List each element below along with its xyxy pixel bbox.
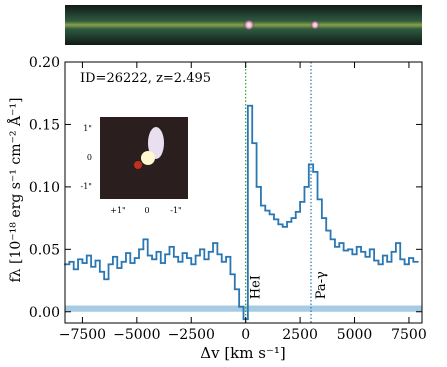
line-label: Pa-γ xyxy=(314,271,329,299)
x-axis-label: Δv [km s⁻¹] xyxy=(200,344,286,362)
x-tick-label: −2500 xyxy=(168,327,215,343)
inset-source xyxy=(134,161,142,169)
inset-tick-label: -1" xyxy=(81,182,92,191)
y-tick-label: 0.15 xyxy=(29,117,60,133)
x-tick-label: −5000 xyxy=(113,327,160,343)
annotation: ID=26222, z=2.495 xyxy=(80,71,211,86)
x-tick-label: 2500 xyxy=(282,327,318,343)
inset-tick-label: 0 xyxy=(144,206,149,215)
axes-frame xyxy=(64,61,423,324)
y-axis-label: fλ [10⁻¹⁸ erg s⁻¹ cm⁻² Å⁻¹] xyxy=(6,97,24,282)
inset-galaxy xyxy=(148,127,164,159)
line-label: HeI xyxy=(249,275,264,299)
inset-tick-label: +1" xyxy=(110,206,125,215)
y-tick-label: 0.00 xyxy=(29,305,60,321)
inset-tick-label: 0 xyxy=(87,153,92,162)
x-tick-label: 5000 xyxy=(337,327,373,343)
y-tick-label: 0.05 xyxy=(29,242,60,258)
y-tick-label: 0.10 xyxy=(29,180,60,196)
x-tick-label: 0 xyxy=(241,327,250,343)
emission-blob xyxy=(310,20,320,30)
x-tick-label: 7500 xyxy=(391,327,427,343)
y-tick-label: 0.20 xyxy=(29,55,60,71)
inset-source xyxy=(141,151,155,165)
x-tick-label: −7500 xyxy=(59,327,106,343)
emission-blob xyxy=(243,19,255,31)
inset-tick-label: -1" xyxy=(170,206,181,215)
inset-tick-label: 1" xyxy=(83,124,92,133)
